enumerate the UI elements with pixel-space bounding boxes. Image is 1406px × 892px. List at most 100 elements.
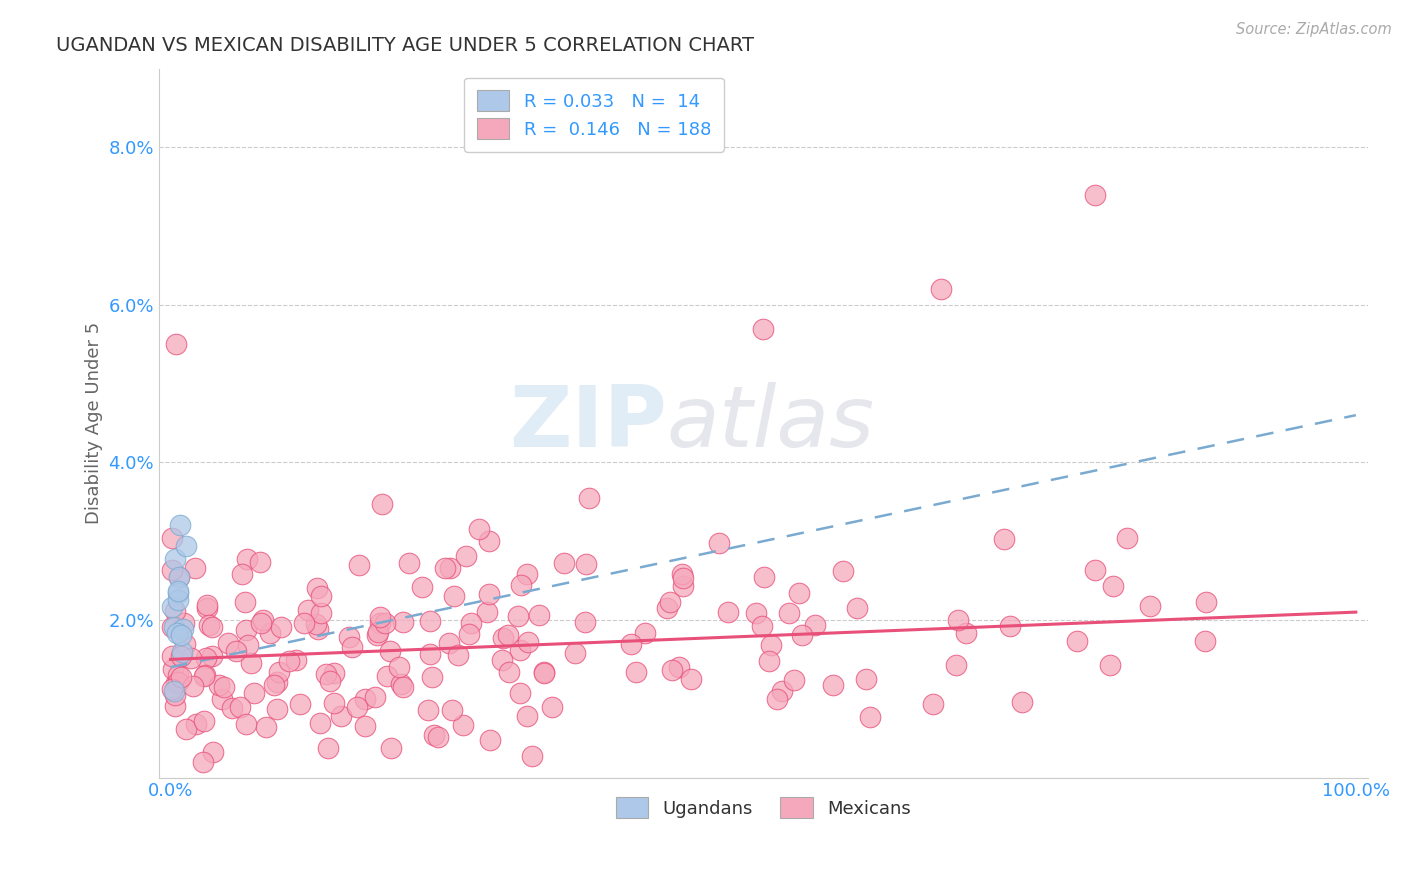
- Point: [316, 740, 339, 755]
- Point: [340, 640, 363, 655]
- Point: [170, 628, 193, 642]
- Point: [270, 620, 292, 634]
- Point: [787, 586, 810, 600]
- Point: [163, 604, 186, 618]
- Text: ZIP: ZIP: [509, 382, 666, 465]
- Point: [707, 536, 730, 550]
- Point: [1194, 595, 1216, 609]
- Point: [297, 603, 319, 617]
- Text: atlas: atlas: [666, 382, 875, 465]
- Point: [533, 665, 555, 680]
- Point: [744, 606, 766, 620]
- Point: [434, 560, 457, 574]
- Point: [717, 605, 740, 619]
- Point: [770, 684, 793, 698]
- Point: [266, 675, 288, 690]
- Point: [212, 681, 235, 695]
- Point: [374, 615, 396, 630]
- Point: [475, 605, 498, 619]
- Point: [193, 714, 215, 728]
- Text: UGANDAN VS MEXICAN DISABILITY AGE UNDER 5 CORRELATION CHART: UGANDAN VS MEXICAN DISABILITY AGE UNDER …: [56, 36, 754, 54]
- Point: [1139, 599, 1161, 613]
- Point: [166, 626, 188, 640]
- Point: [533, 665, 555, 680]
- Point: [239, 657, 262, 671]
- Point: [231, 566, 253, 581]
- Point: [170, 649, 193, 664]
- Point: [235, 552, 257, 566]
- Point: [160, 649, 183, 664]
- Point: [183, 561, 205, 575]
- Point: [946, 613, 969, 627]
- Point: [160, 531, 183, 545]
- Point: [380, 741, 402, 756]
- Point: [440, 703, 463, 717]
- Point: [186, 716, 208, 731]
- Point: [173, 615, 195, 630]
- Point: [194, 651, 217, 665]
- Point: [252, 613, 274, 627]
- Point: [1194, 633, 1216, 648]
- Point: [160, 620, 183, 634]
- Legend: Ugandans, Mexicans: Ugandans, Mexicans: [609, 790, 918, 825]
- Point: [211, 692, 233, 706]
- Point: [855, 673, 877, 687]
- Point: [243, 686, 266, 700]
- Point: [416, 703, 439, 717]
- Point: [378, 643, 401, 657]
- Point: [160, 600, 183, 615]
- Point: [754, 570, 776, 584]
- Point: [658, 595, 681, 609]
- Point: [439, 561, 461, 575]
- Point: [859, 710, 882, 724]
- Y-axis label: Disability Age Under 5: Disability Age Under 5: [86, 322, 103, 524]
- Point: [929, 282, 952, 296]
- Point: [367, 624, 389, 639]
- Point: [821, 678, 844, 692]
- Point: [249, 556, 271, 570]
- Point: [162, 682, 184, 697]
- Point: [1098, 658, 1121, 673]
- Point: [427, 730, 450, 744]
- Point: [945, 658, 967, 673]
- Point: [993, 532, 1015, 546]
- Point: [305, 617, 328, 632]
- Point: [509, 642, 531, 657]
- Point: [1084, 187, 1107, 202]
- Point: [420, 670, 443, 684]
- Point: [478, 533, 501, 548]
- Point: [832, 564, 855, 578]
- Point: [553, 557, 575, 571]
- Point: [506, 608, 529, 623]
- Point: [235, 624, 257, 638]
- Point: [172, 623, 194, 637]
- Point: [468, 522, 491, 536]
- Point: [309, 606, 332, 620]
- Point: [516, 567, 538, 582]
- Point: [329, 709, 352, 723]
- Point: [368, 610, 391, 624]
- Point: [195, 601, 218, 615]
- Point: [922, 697, 945, 711]
- Point: [354, 692, 377, 706]
- Point: [456, 549, 478, 564]
- Point: [752, 321, 775, 335]
- Point: [307, 582, 329, 596]
- Point: [254, 720, 277, 734]
- Point: [370, 497, 392, 511]
- Point: [368, 615, 391, 630]
- Point: [668, 660, 690, 674]
- Point: [162, 662, 184, 676]
- Point: [311, 589, 333, 603]
- Point: [307, 622, 329, 636]
- Point: [201, 648, 224, 663]
- Point: [170, 670, 193, 684]
- Point: [681, 672, 703, 686]
- Point: [447, 648, 470, 662]
- Point: [437, 636, 460, 650]
- Point: [163, 684, 186, 698]
- Point: [766, 692, 789, 706]
- Point: [165, 676, 187, 690]
- Point: [516, 635, 538, 649]
- Point: [191, 755, 214, 769]
